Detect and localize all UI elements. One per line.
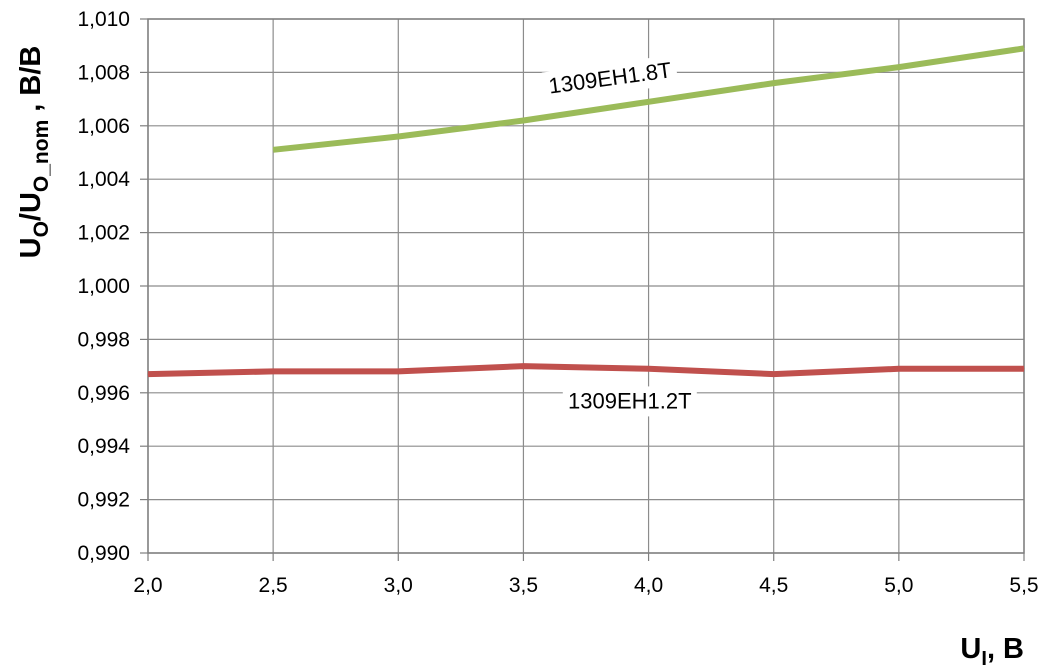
data-point xyxy=(773,82,775,84)
series-label-background xyxy=(541,54,679,103)
x-tick-label: 5,5 xyxy=(1009,574,1038,597)
y-tick-label: 0,998 xyxy=(77,328,130,351)
y-axis-title-u1: U xyxy=(15,237,47,258)
x-tick-label: 4,0 xyxy=(634,574,663,597)
data-point xyxy=(272,370,274,372)
x-axis-title: UI, B xyxy=(960,633,1024,670)
data-point xyxy=(773,373,775,375)
y-tick-label: 1,006 xyxy=(77,115,130,138)
y-axis-tick-labels: 0,990 0,992 0,994 0,996 0,998 1,000 1,002 1,004… xyxy=(77,8,130,565)
y-tick-label: 1,004 xyxy=(77,168,130,191)
data-point xyxy=(522,365,524,367)
series-line-1 xyxy=(147,363,1024,378)
data-point xyxy=(147,373,149,375)
y-axis-title-sub2: O_nom xyxy=(30,120,53,192)
y-tick-label: 1,008 xyxy=(77,61,130,84)
x-tick-label: 4,5 xyxy=(759,574,788,597)
y-tick-label: 0,994 xyxy=(77,435,130,458)
x-tick-label: 3,5 xyxy=(509,574,538,597)
y-tick-label: 1,002 xyxy=(77,222,130,245)
data-point xyxy=(1023,368,1025,370)
x-axis-title-main: U xyxy=(960,633,981,665)
data-point xyxy=(898,66,900,68)
y-axis-title-sub1: O xyxy=(30,221,53,237)
y-tick-label: 1,000 xyxy=(77,275,130,298)
x-axis-tick-labels: 2,0 2,5 3,0 3,5 4,0 4,5 5,0 5,5 xyxy=(133,574,1038,597)
x-tick-label: 5,0 xyxy=(884,574,913,597)
x-tick-label: 3,0 xyxy=(384,574,413,597)
y-tick-label: 0,992 xyxy=(77,489,130,512)
x-tick-label: 2,5 xyxy=(259,574,288,597)
x-axis-title-rest: , B xyxy=(987,633,1024,665)
x-tick-label: 2,0 xyxy=(133,574,162,597)
y-tick-label: 1,010 xyxy=(77,8,130,31)
data-point xyxy=(648,101,650,103)
data-point xyxy=(898,368,900,370)
y-axis-title-slash: /U xyxy=(15,192,47,221)
data-point xyxy=(648,368,650,370)
series-label-group: 1309EH1.2T xyxy=(562,386,697,417)
data-point xyxy=(272,149,274,151)
data-point xyxy=(522,119,524,121)
data-point xyxy=(397,370,399,372)
y-axis-title: UO/UO_nom , B/B xyxy=(15,46,53,259)
data-point xyxy=(1023,47,1025,49)
y-tick-label: 0,990 xyxy=(77,542,130,565)
y-axis-title-rest: , B/B xyxy=(15,46,47,120)
series-lines xyxy=(147,45,1025,378)
y-tick-label: 0,996 xyxy=(77,382,130,405)
series-label-background xyxy=(562,386,697,417)
plot-area-border xyxy=(147,18,1025,554)
x-axis-title-sub: I xyxy=(981,648,987,670)
data-point xyxy=(397,135,399,137)
series-label: 1309EH1.2T xyxy=(568,388,692,413)
